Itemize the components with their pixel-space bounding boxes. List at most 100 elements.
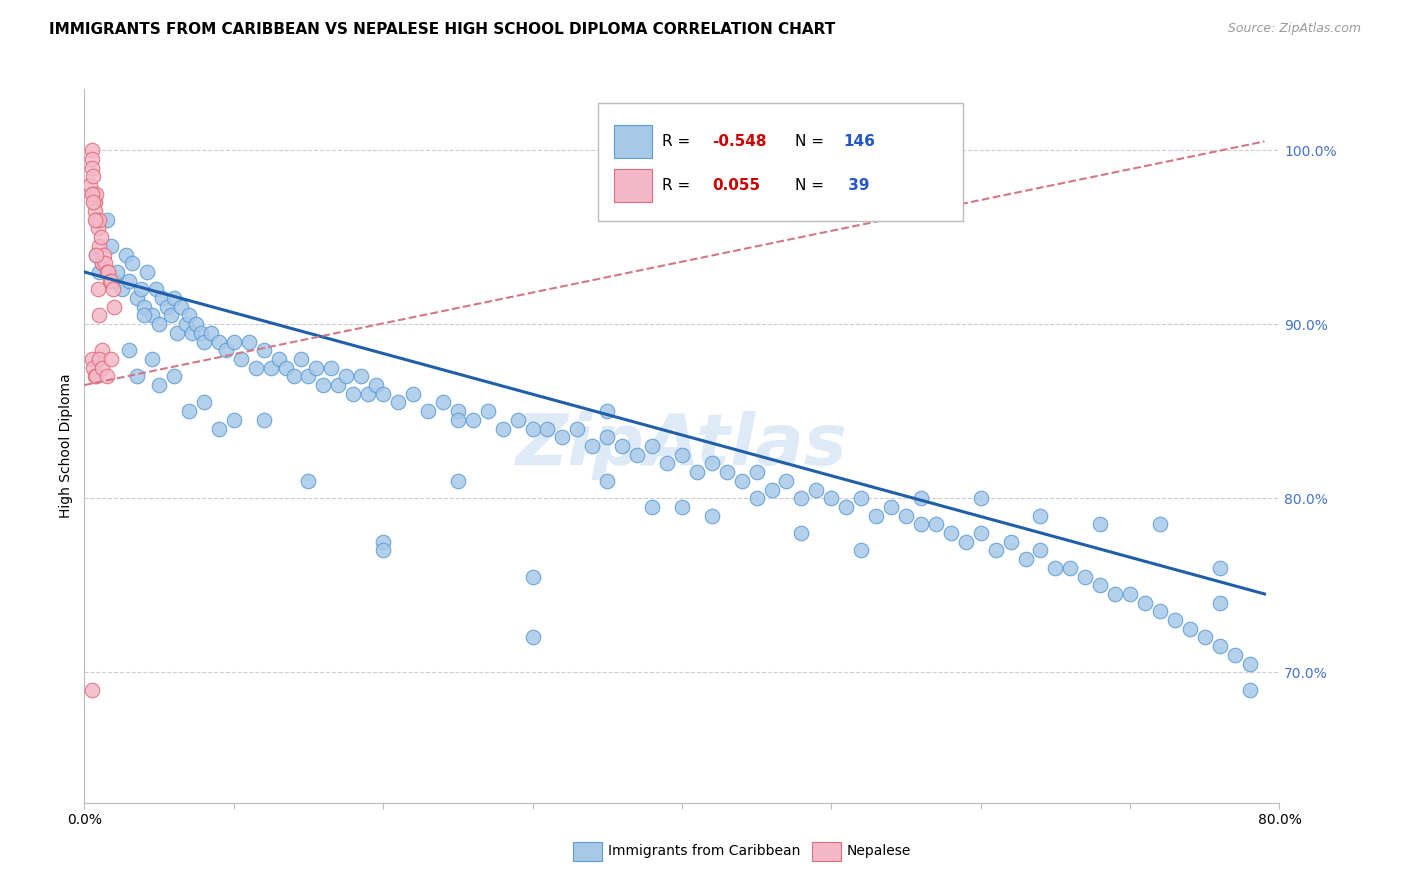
Point (522, 631, 544, 645)
Text: -0.548: -0.548 (711, 134, 766, 149)
Point (132, 309, 156, 323)
Text: 0.055: 0.055 (711, 178, 759, 193)
Point (231, 351, 253, 366)
Point (1239, 682, 1261, 697)
Point (700, 457, 723, 471)
Point (731, 474, 754, 488)
Point (155, 300, 177, 314)
Text: N =: N = (796, 134, 830, 149)
Point (641, 500, 664, 514)
Point (373, 534, 395, 549)
Point (910, 517, 932, 532)
Point (1194, 631, 1216, 645)
Point (208, 334, 231, 349)
Point (1090, 578, 1112, 592)
Point (93, 247, 115, 261)
Point (596, 430, 619, 444)
Point (163, 369, 186, 384)
Point (90, 230, 112, 244)
Point (1045, 561, 1067, 575)
Point (305, 360, 328, 375)
Point (492, 421, 515, 435)
Text: Immigrants from Caribbean: Immigrants from Caribbean (607, 845, 800, 858)
FancyBboxPatch shape (813, 842, 841, 861)
Point (319, 360, 342, 375)
Point (342, 386, 364, 401)
Point (596, 404, 619, 418)
Point (671, 500, 693, 514)
FancyBboxPatch shape (614, 125, 652, 158)
Point (461, 413, 484, 427)
Point (80, 682, 103, 697)
Point (402, 386, 425, 401)
Point (96, 369, 118, 384)
Point (274, 360, 297, 375)
Point (283, 369, 305, 384)
Point (1074, 569, 1097, 583)
Point (1223, 648, 1246, 662)
FancyBboxPatch shape (599, 103, 963, 221)
Point (89, 239, 111, 253)
Point (700, 508, 723, 523)
Point (148, 378, 170, 392)
Point (641, 439, 664, 453)
Point (1014, 552, 1036, 566)
Text: IMMIGRANTS FROM CARIBBEAN VS NEPALESE HIGH SCHOOL DIPLOMA CORRELATION CHART: IMMIGRANTS FROM CARIBBEAN VS NEPALESE HI… (49, 22, 835, 37)
Point (91, 360, 114, 375)
FancyBboxPatch shape (614, 169, 652, 202)
Point (477, 404, 499, 418)
Point (97, 265, 120, 279)
Point (1029, 508, 1052, 523)
Point (83, 195, 105, 210)
Point (98, 274, 121, 288)
Point (96, 265, 118, 279)
Point (89, 309, 111, 323)
Point (253, 343, 276, 358)
Point (111, 282, 134, 296)
Point (79, 178, 101, 192)
Point (245, 360, 267, 375)
Point (567, 421, 589, 435)
Point (761, 483, 783, 497)
Point (1209, 561, 1232, 575)
Point (125, 369, 148, 384)
Point (100, 351, 122, 366)
Y-axis label: High School Diploma: High School Diploma (59, 374, 73, 518)
Point (100, 239, 122, 253)
Point (200, 326, 222, 340)
Text: 146: 146 (844, 134, 875, 149)
Point (851, 543, 873, 558)
Point (96, 212, 118, 227)
Point (121, 256, 143, 270)
Point (955, 534, 977, 549)
Point (820, 491, 842, 506)
Point (880, 500, 903, 514)
Text: Nepalese: Nepalese (846, 845, 911, 858)
Point (655, 457, 678, 471)
Text: Source: ZipAtlas.com: Source: ZipAtlas.com (1227, 22, 1361, 36)
Point (86, 247, 108, 261)
Point (745, 491, 768, 506)
Point (89, 265, 111, 279)
Point (148, 317, 170, 331)
Text: ZipAtlas: ZipAtlas (516, 411, 848, 481)
Point (925, 517, 948, 532)
Point (851, 491, 873, 506)
Point (129, 282, 152, 296)
Point (166, 326, 188, 340)
Point (1119, 587, 1142, 601)
Point (970, 491, 993, 506)
Point (87, 282, 110, 296)
Point (312, 378, 335, 392)
Point (506, 413, 529, 427)
Point (260, 360, 283, 375)
Point (581, 439, 603, 453)
Point (790, 526, 813, 541)
Text: R =: R = (662, 178, 700, 193)
Point (1104, 587, 1126, 601)
Point (1090, 517, 1112, 532)
Point (208, 421, 231, 435)
Point (1209, 596, 1232, 610)
Point (105, 265, 128, 279)
Point (190, 326, 212, 340)
